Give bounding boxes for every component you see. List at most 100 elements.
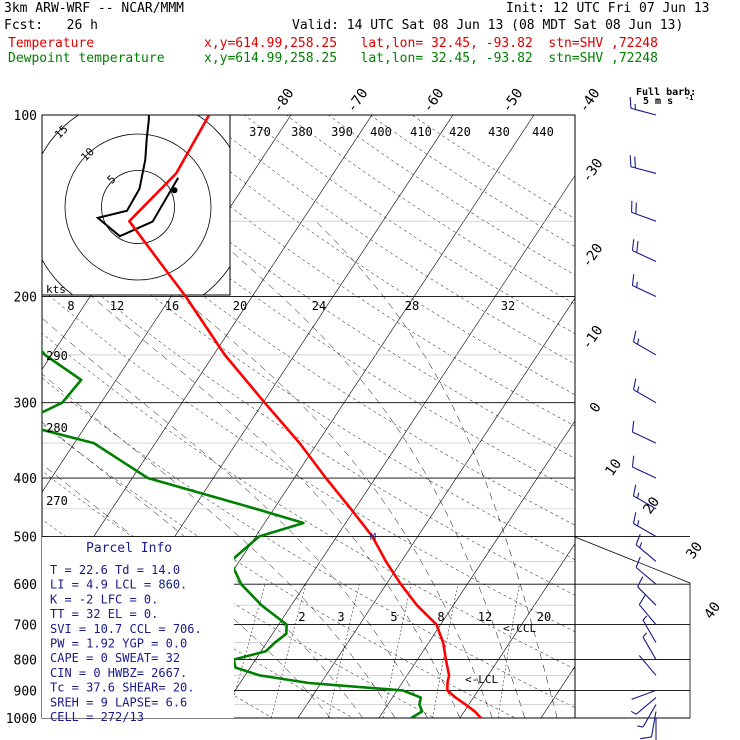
wind-barb (635, 533, 657, 562)
barb-flag (629, 155, 632, 167)
dry-adiabat (118, 115, 575, 427)
wind-barb (638, 594, 657, 625)
mixing-ratio-label: 20 (537, 610, 551, 624)
pressure-label: 600 (14, 578, 37, 593)
parcel-info-row: CIN = 0 HWBZ= 2667. (50, 666, 187, 680)
wind-barb (631, 274, 657, 298)
mixing-ratio-label: 32 (501, 299, 515, 313)
barb-flag (629, 96, 632, 109)
temperature-legend-label: Temperature (8, 36, 95, 51)
parcel-info-row: TT = 32 EL = 0. (50, 607, 158, 621)
plot-frame (41, 114, 576, 719)
isotherm-label: -30 (579, 156, 607, 186)
barb-staff (632, 431, 657, 444)
isotherm-label: 0 (587, 400, 605, 416)
hodograph-ring (101, 170, 175, 244)
isotherm (297, 297, 575, 718)
barb-flag (637, 725, 644, 728)
isotherm-label: -20 (579, 241, 607, 271)
theta-label: 280 (46, 421, 68, 435)
wind-barb (638, 655, 657, 676)
theta-label: 270 (46, 494, 68, 508)
barb-flag (631, 239, 635, 251)
dewpoint-location-info: x,y=614.99,258.25 lat,lon= 32.45, -93.82… (204, 51, 658, 66)
mixing-ratio-label: 8 (437, 610, 444, 624)
dry-adiabat (244, 115, 575, 334)
isotherm (42, 115, 49, 125)
dry-adiabat (328, 115, 575, 276)
barb-flag (638, 594, 646, 605)
dry-adiabat (42, 423, 516, 718)
barb-flag (631, 455, 635, 468)
wind-barb (631, 200, 657, 222)
dry-adiabat (76, 115, 575, 459)
isotherm-label: -10 (579, 323, 607, 353)
mixing-ratio-label: 12 (478, 610, 492, 624)
barb-flag (634, 156, 636, 168)
mixing-ratio-label: 8 (67, 299, 74, 313)
model-title: 3km ARW-WRF -- NCAR/MMM (4, 1, 185, 16)
wind-barb (637, 576, 657, 606)
isotherm-label: -40 (576, 86, 604, 116)
moist-adiabat (93, 221, 493, 718)
wind-barb (631, 689, 657, 700)
barb-flag (635, 533, 641, 545)
hodograph-units: kts (46, 283, 66, 296)
theta-label: 410 (410, 125, 432, 139)
mixing-ratio-line (497, 584, 520, 718)
dry-adiabat (411, 115, 575, 220)
dry-adiabat (42, 245, 575, 596)
barb-staff (632, 250, 657, 263)
theta-label: 390 (331, 125, 353, 139)
theta-label: 440 (532, 125, 554, 139)
dry-adiabat (42, 377, 575, 708)
valid-time: Valid: 14 UTC Sat 08 Jun 13 (08 MDT Sat … (292, 18, 684, 33)
mixing-ratio-line (432, 584, 459, 718)
wind-barb (632, 484, 657, 510)
theta-label: 290 (46, 349, 68, 363)
isotherm (378, 420, 575, 718)
barb-flag (632, 484, 637, 496)
wind-barb (631, 455, 657, 479)
hodograph-box (41, 114, 231, 296)
parcel-info-row: K = -2 LFC = 0. (50, 592, 158, 606)
dewpoint-legend-label: Dewpoint temperature (8, 51, 165, 66)
mixing-ratio-label: 2 (298, 610, 305, 624)
dry-adiabat (42, 121, 575, 492)
barb-panel-edge (574, 536, 691, 584)
parcel-info-row: Tc = 37.6 SHEAR= 20. (50, 681, 195, 695)
isotherm-label: 20 (640, 494, 663, 517)
mixing-ratio-label: 16 (165, 299, 179, 313)
parcel-info-title: Parcel Info (86, 541, 172, 556)
hodograph-trace (95, 115, 180, 238)
mixing-ratio-label: 28 (405, 299, 419, 313)
mixing-ratio-label: 20 (233, 299, 247, 313)
wind-barb (632, 330, 657, 356)
barb-staff (642, 704, 657, 728)
pressure-label: 1000 (6, 712, 37, 727)
isotherm-label: -50 (499, 86, 527, 116)
barb-staff (633, 389, 657, 404)
barb-flag (640, 736, 652, 740)
barb-flag (632, 330, 637, 343)
barb-flag (632, 512, 637, 524)
barb-staff (642, 619, 657, 643)
mixing-ratio-label: 24 (312, 299, 326, 313)
barb-flag (632, 378, 637, 390)
moist-adiabat (315, 221, 558, 718)
dry-adiabat (42, 203, 575, 561)
isotherm-label: 10 (602, 456, 625, 479)
wind-barb (629, 96, 657, 116)
wind-key-unit-exponent: -1 (685, 94, 693, 102)
pressure-label: 900 (14, 684, 37, 699)
barb-staff (638, 655, 657, 676)
wind-barb (642, 615, 657, 643)
dry-adiabat (42, 162, 575, 526)
pressure-label: 200 (14, 291, 37, 306)
wind-barb (631, 420, 657, 444)
barb-staff (635, 567, 657, 585)
parcel-info-row: SVI = 10.7 CCL = 706. (50, 622, 202, 636)
isotherm (216, 174, 575, 718)
barb-flag (636, 281, 638, 288)
barb-staff (633, 523, 657, 537)
